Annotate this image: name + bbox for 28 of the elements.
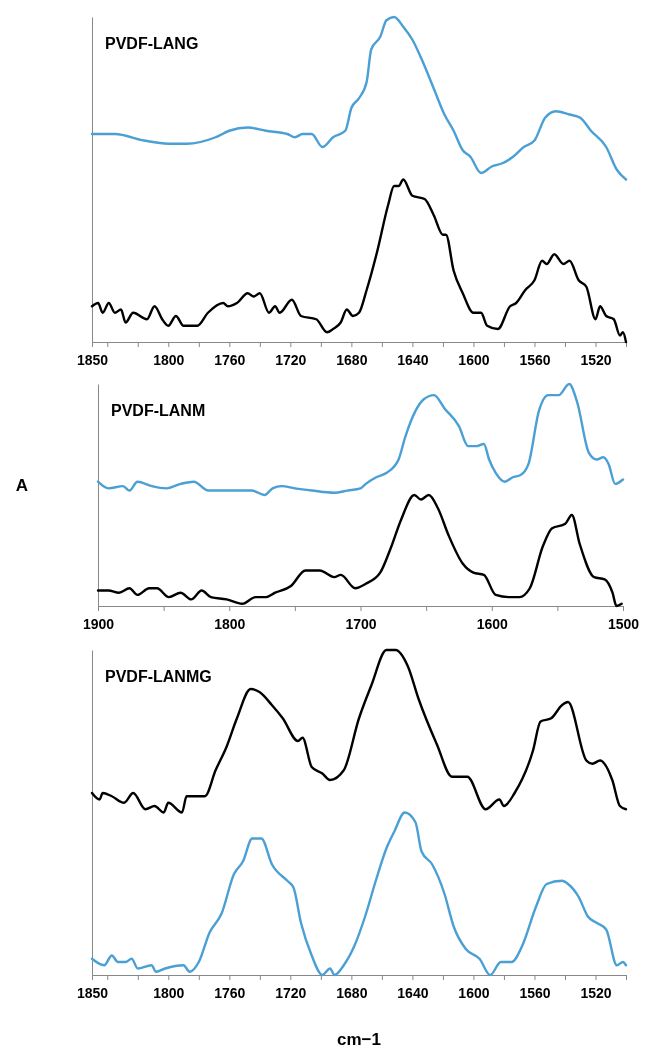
x-tick-label: 1680 <box>336 984 368 1001</box>
x-tick-label: 1560 <box>519 351 551 368</box>
text: PVDF-LANG <box>105 35 199 52</box>
x-tick-label: 1720 <box>275 351 307 368</box>
x-axis-title: cm−1 <box>337 1030 381 1049</box>
x-tick-label: 1560 <box>519 984 551 1001</box>
x-tick-label: 1720 <box>275 984 307 1001</box>
y-axis-title: A <box>15 476 29 495</box>
x-tick-label: 1800 <box>153 984 185 1001</box>
x-tick-label: 1760 <box>214 984 246 1001</box>
x-tick-label: 1600 <box>458 351 490 368</box>
x-tick-label: 1500 <box>607 615 640 632</box>
x-tick-label: 1760 <box>214 351 246 368</box>
x-tick-label: 1640 <box>397 351 429 368</box>
x-tick-label: 1800 <box>153 351 185 368</box>
x-tick-label: 1900 <box>82 615 115 632</box>
x-tick-label: 1700 <box>345 615 377 632</box>
x-tick-label: 1800 <box>214 615 246 632</box>
text: PVDF-LANM <box>111 402 206 419</box>
x-tick-label: 1520 <box>580 351 612 368</box>
x-tick-label: 1520 <box>580 984 612 1001</box>
x-tick-label: 1600 <box>476 615 509 632</box>
x-tick-label: 1680 <box>336 351 368 368</box>
text: PVDF-LANMG <box>105 668 212 685</box>
x-tick-label: 1850 <box>76 351 109 368</box>
x-tick-label: 1600 <box>458 984 490 1001</box>
x-tick-label: 1850 <box>76 984 109 1001</box>
x-tick-label: 1640 <box>397 984 429 1001</box>
